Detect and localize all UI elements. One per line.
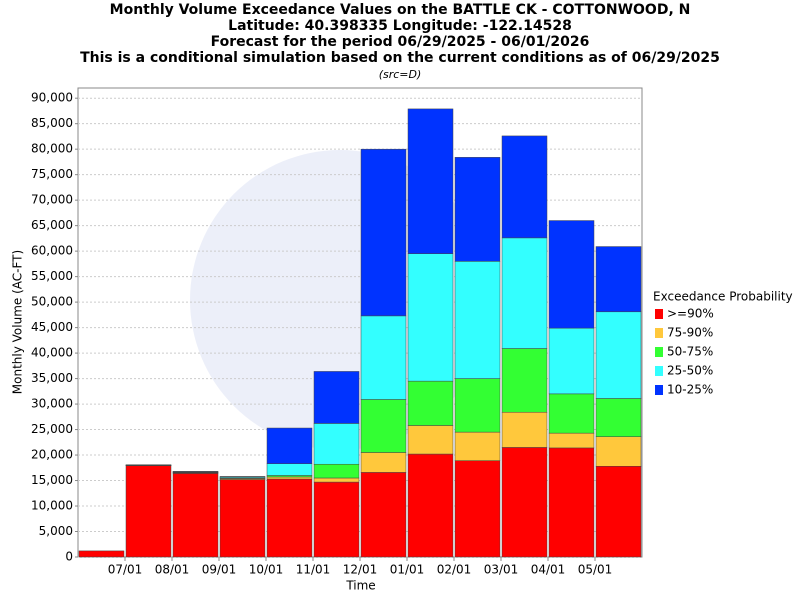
- bar-segment: [501, 348, 548, 413]
- bar-segment: [548, 220, 595, 329]
- x-tick-label: 01/01: [390, 563, 425, 577]
- bar-segment: [125, 465, 172, 558]
- y-tick-label: 15,000: [31, 473, 73, 487]
- y-tick-label: 20,000: [31, 448, 73, 462]
- y-tick-label: 45,000: [31, 320, 73, 334]
- bar-segment: [407, 108, 454, 254]
- subtitle: (src=D): [379, 68, 422, 81]
- bar-segment: [172, 473, 219, 558]
- bar-segment: [501, 447, 548, 558]
- bar-segment: [360, 452, 407, 473]
- bar-segment: [313, 481, 360, 558]
- y-tick-label: 90,000: [31, 91, 73, 105]
- bar-segment: [266, 463, 313, 476]
- subtitle: Latitude: 40.398335 Longitude: -122.1452…: [228, 18, 572, 34]
- y-tick-label: 40,000: [31, 346, 73, 360]
- bar-segment: [548, 327, 595, 395]
- y-axis-label: Monthly Volume (AC-FT): [11, 250, 25, 394]
- bar-segment: [407, 425, 454, 455]
- bar-segment: [454, 378, 501, 433]
- bar-segment: [219, 476, 266, 478]
- bar-segment: [548, 432, 595, 449]
- x-tick-label: 10/01: [249, 563, 284, 577]
- bar-segment: [78, 550, 125, 558]
- bar-segment: [219, 479, 266, 558]
- x-tick-label: 11/01: [296, 563, 331, 577]
- bar-segment: [595, 436, 642, 467]
- bar-segment: [501, 135, 548, 239]
- y-tick-label: 25,000: [31, 422, 73, 436]
- y-tick-label: 65,000: [31, 218, 73, 232]
- bar-segment: [313, 371, 360, 424]
- y-tick-label: 55,000: [31, 269, 73, 283]
- x-tick-label: 12/01: [343, 563, 378, 577]
- legend-swatch: [655, 385, 663, 395]
- bar-segment: [454, 460, 501, 558]
- x-tick-label: 03/01: [484, 563, 519, 577]
- bar-segment: [548, 447, 595, 558]
- bar-segment: [595, 311, 642, 399]
- legend-swatch: [655, 328, 663, 338]
- y-tick-label: 0: [65, 550, 73, 564]
- y-tick-label: 5,000: [39, 524, 73, 538]
- y-tick-label: 60,000: [31, 244, 73, 258]
- bar-segment: [501, 411, 548, 448]
- bar-segment: [172, 471, 219, 473]
- x-axis-label: Time: [345, 579, 375, 593]
- y-tick-label: 50,000: [31, 295, 73, 309]
- bar-segment: [595, 466, 642, 558]
- bar-segment: [266, 478, 313, 558]
- y-tick-label: 85,000: [31, 116, 73, 130]
- legend-label: 50-75%: [667, 345, 713, 359]
- bar-segment: [407, 380, 454, 426]
- subtitle: This is a conditional simulation based o…: [80, 50, 720, 66]
- legend-title: Exceedance Probability: [653, 290, 793, 304]
- x-tick-label: 04/01: [531, 563, 566, 577]
- bar-segment: [360, 399, 407, 453]
- bar-segment: [360, 315, 407, 400]
- x-tick-label: 02/01: [437, 563, 472, 577]
- bar-segment: [313, 463, 360, 479]
- y-tick-label: 75,000: [31, 167, 73, 181]
- bar-segment: [360, 148, 407, 317]
- bar-segment: [454, 261, 501, 379]
- bar-segment: [548, 393, 595, 434]
- x-tick-label: 05/01: [578, 563, 613, 577]
- bar-segment: [266, 427, 313, 464]
- bar-segment: [313, 423, 360, 465]
- legend-label: 75-90%: [667, 326, 713, 340]
- legend-swatch: [655, 347, 663, 357]
- bar-segment: [595, 398, 642, 437]
- bar-segment: [407, 453, 454, 558]
- legend-label: 25-50%: [667, 364, 713, 378]
- bar-segment: [454, 157, 501, 262]
- x-tick-label: 07/01: [108, 563, 143, 577]
- legend-swatch: [655, 366, 663, 376]
- chart-title: Monthly Volume Exceedance Values on the …: [110, 2, 691, 18]
- bar-segment: [595, 246, 642, 313]
- y-tick-label: 80,000: [31, 142, 73, 156]
- bar-segment: [360, 472, 407, 558]
- x-tick-label: 09/01: [202, 563, 237, 577]
- x-tick-label: 08/01: [155, 563, 190, 577]
- subtitle: Forecast for the period 06/29/2025 - 06/…: [211, 34, 590, 50]
- bar-segment: [454, 431, 501, 461]
- y-tick-label: 70,000: [31, 193, 73, 207]
- bar-segment: [313, 477, 360, 483]
- bar-segment: [266, 476, 313, 480]
- legend-swatch: [655, 309, 663, 319]
- y-tick-label: 10,000: [31, 499, 73, 513]
- legend-label: >=90%: [667, 307, 714, 321]
- y-tick-label: 30,000: [31, 397, 73, 411]
- y-tick-label: 35,000: [31, 371, 73, 385]
- legend-label: 10-25%: [667, 383, 713, 397]
- bar-segment: [407, 253, 454, 382]
- bar-segment: [501, 237, 548, 349]
